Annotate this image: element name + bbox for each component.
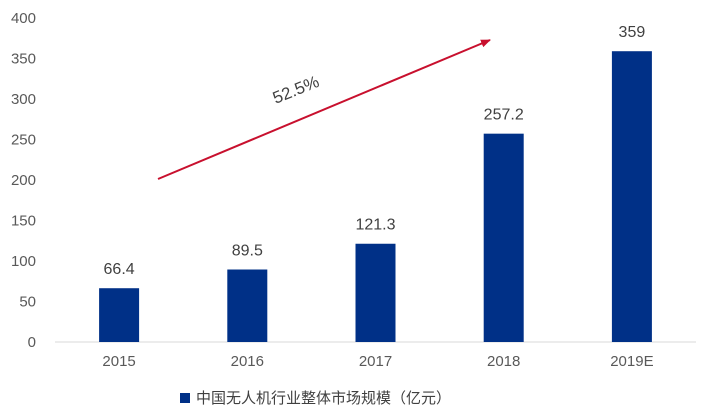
data-label-2017: 121.3 [355, 217, 395, 234]
legend-label: 中国无人机行业整体市场规模（亿元） [196, 390, 451, 407]
y-tick-label: 150 [11, 213, 36, 230]
data-label-2016: 89.5 [232, 243, 263, 260]
y-axis-ticks: 0 50 100 150 200 250 300 350 400 [11, 10, 36, 351]
bar-2018 [483, 133, 524, 342]
x-tick-label-2015: 2015 [102, 353, 135, 370]
x-tick-label-2016: 2016 [231, 353, 264, 370]
y-tick-label: 100 [11, 253, 36, 270]
x-tick-label-2019e: 2019E [610, 353, 653, 370]
growth-annotation: 52.5% [157, 39, 491, 180]
y-tick-label: 0 [28, 334, 36, 351]
bars [99, 51, 652, 343]
data-label-2015: 66.4 [104, 261, 135, 278]
x-tick-label-2018: 2018 [487, 353, 520, 370]
x-axis-ticks: 2015 2016 2017 2018 2019E [102, 353, 653, 370]
x-tick-label-2017: 2017 [359, 353, 392, 370]
bar-2016 [227, 269, 268, 342]
y-tick-label: 50 [19, 294, 36, 311]
y-tick-label: 350 [11, 51, 36, 68]
data-label-2018: 257.2 [484, 107, 524, 124]
y-tick-label: 300 [11, 91, 36, 108]
data-labels: 66.4 89.5 121.3 257.2 359 [104, 24, 646, 278]
bar-2015 [99, 288, 140, 342]
growth-arrow [157, 39, 491, 180]
y-tick-label: 200 [11, 172, 36, 189]
bar-2019e [611, 51, 652, 343]
growth-rate-label: 52.5% [270, 72, 322, 108]
data-label-2019e: 359 [619, 24, 646, 41]
legend: 中国无人机行业整体市场规模（亿元） [180, 390, 451, 407]
bar-2017 [355, 243, 396, 342]
legend-swatch [180, 393, 190, 403]
y-tick-label: 250 [11, 132, 36, 149]
y-tick-label: 400 [11, 10, 36, 27]
